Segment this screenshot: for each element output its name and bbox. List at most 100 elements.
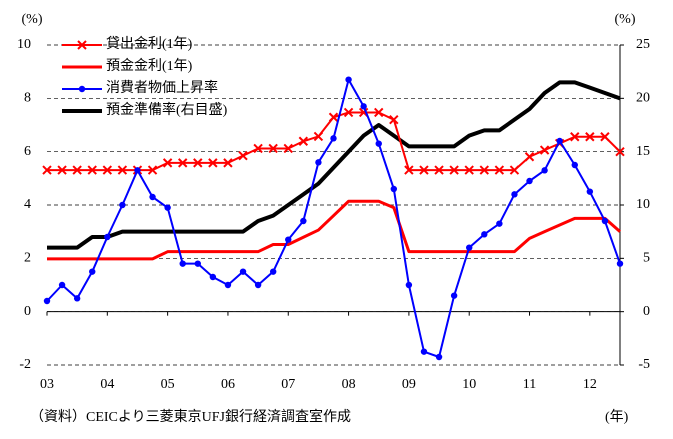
legend-label: 貸出金利(1年) [106, 36, 193, 52]
point-marker [89, 268, 96, 275]
legend-marker [77, 40, 87, 50]
point-marker [147, 165, 158, 175]
source-note: （資料）CEICより三菱東京UFJ銀行経済調査室作成 [30, 408, 351, 425]
point-marker [375, 140, 382, 147]
series-line [47, 199, 621, 261]
point-marker [238, 150, 248, 161]
point-marker [511, 191, 518, 198]
point-marker [360, 103, 367, 110]
point-marker [479, 165, 489, 175]
y-tick-label: 4 [24, 197, 31, 212]
point-marker [524, 152, 535, 162]
point-marker [496, 220, 503, 227]
point-marker [313, 131, 324, 142]
x-unit: (年) [605, 409, 629, 425]
legend-label: 預金金利(1年) [106, 58, 193, 74]
point-marker [539, 145, 550, 155]
point-marker [254, 281, 262, 289]
y2-tick-label: 5 [643, 251, 650, 266]
point-marker [615, 146, 625, 157]
point-marker [509, 165, 520, 175]
point-marker [57, 165, 67, 175]
y-tick-label: 0 [24, 304, 31, 319]
y2-tick-label: 20 [636, 91, 650, 106]
point-marker [194, 260, 201, 267]
point-marker [526, 177, 533, 185]
point-marker [494, 165, 505, 175]
point-marker [434, 165, 444, 175]
point-marker [464, 165, 474, 175]
point-marker [616, 260, 624, 267]
y-unit-left: (%) [22, 12, 43, 27]
point-marker [164, 204, 171, 211]
point-marker [449, 165, 459, 175]
point-marker [178, 158, 188, 168]
point-marker [600, 132, 610, 142]
legend-label: 消費者物価上昇率 [106, 79, 218, 96]
point-marker [571, 161, 578, 169]
point-marker [285, 236, 292, 243]
point-marker [162, 158, 173, 168]
y2-tick-label: -5 [638, 357, 650, 372]
point-marker [389, 114, 399, 125]
x-tick-label: 11 [523, 377, 536, 392]
point-marker [239, 268, 247, 275]
y-unit-right: (%) [615, 12, 636, 27]
x-tick-label: 03 [40, 377, 54, 392]
point-marker [330, 135, 337, 142]
point-marker [298, 136, 309, 146]
point-marker [87, 165, 97, 175]
point-marker [268, 143, 278, 154]
series-line [47, 80, 621, 250]
point-marker [343, 107, 354, 118]
point-marker [601, 217, 609, 225]
series-line [46, 78, 621, 358]
x-tick-label: 09 [402, 377, 416, 392]
point-marker [328, 112, 339, 122]
point-marker [405, 281, 413, 289]
point-marker [117, 165, 128, 175]
point-marker [315, 159, 322, 166]
point-marker [435, 353, 443, 361]
point-marker [58, 281, 66, 289]
point-marker [119, 201, 126, 209]
point-marker [345, 76, 352, 83]
x-tick-label: 04 [100, 377, 114, 392]
point-marker [43, 297, 51, 305]
point-marker [450, 292, 458, 299]
y-tick-label: 8 [24, 91, 31, 106]
x-tick-label: 07 [281, 377, 295, 392]
point-marker [104, 233, 111, 241]
point-marker [253, 143, 263, 154]
point-marker [193, 158, 203, 168]
legend-label: 預金準備率(右目盛) [106, 101, 228, 118]
point-marker [481, 231, 488, 238]
point-marker [224, 281, 232, 289]
point-marker [42, 165, 52, 175]
point-marker [420, 348, 428, 355]
y-tick-label: 10 [17, 37, 31, 52]
y-tick-label: 2 [24, 251, 31, 266]
point-marker [300, 217, 307, 225]
point-marker [149, 193, 156, 201]
point-marker [419, 165, 429, 175]
y2-tick-label: 25 [636, 37, 650, 52]
point-marker [73, 295, 81, 302]
point-marker [102, 165, 113, 175]
point-marker [466, 244, 473, 251]
point-marker [72, 165, 82, 175]
y2-tick-label: 10 [636, 197, 650, 212]
point-marker [556, 137, 563, 145]
y2-tick-label: 0 [643, 304, 650, 319]
y-tick-label: -2 [19, 357, 31, 372]
point-marker [179, 260, 186, 267]
point-marker [283, 143, 293, 154]
y-tick-label: 6 [24, 144, 31, 159]
point-marker [223, 158, 233, 168]
x-tick-label: 05 [161, 377, 175, 392]
point-marker [208, 158, 218, 168]
point-marker [404, 165, 414, 175]
point-marker [585, 132, 595, 142]
point-marker [570, 132, 580, 142]
